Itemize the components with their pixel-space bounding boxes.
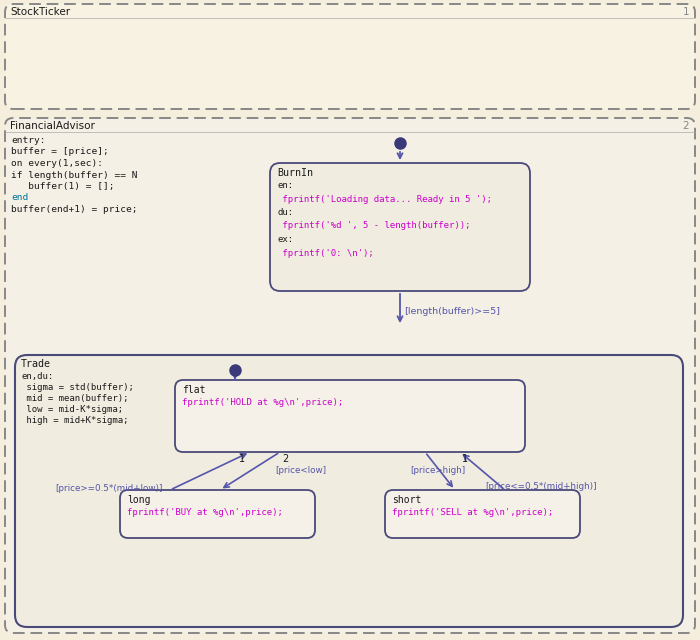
Text: BurnIn: BurnIn <box>277 168 313 178</box>
Text: 2: 2 <box>682 121 689 131</box>
Text: buffer = [price];: buffer = [price]; <box>11 147 109 157</box>
Text: en:: en: <box>277 181 293 190</box>
Text: [price<low]: [price<low] <box>275 466 326 475</box>
Text: [length(buffer)>=5]: [length(buffer)>=5] <box>404 307 500 316</box>
Text: fprintf('Loading data... Ready in 5 ');: fprintf('Loading data... Ready in 5 '); <box>277 195 492 204</box>
Text: fprintf('0: \n');: fprintf('0: \n'); <box>277 248 374 257</box>
Text: sigma = std(buffer);: sigma = std(buffer); <box>21 383 134 392</box>
Text: du:: du: <box>277 208 293 217</box>
Text: entry:: entry: <box>11 136 46 145</box>
Text: FinancialAdvisor: FinancialAdvisor <box>10 121 95 131</box>
FancyBboxPatch shape <box>385 490 580 538</box>
Text: 2: 2 <box>282 454 288 464</box>
Text: low = mid-K*sigma;: low = mid-K*sigma; <box>21 405 123 414</box>
FancyBboxPatch shape <box>175 380 525 452</box>
Text: buffer(end+1) = price;: buffer(end+1) = price; <box>11 205 137 214</box>
Text: fprintf('BUY at %g\n',price);: fprintf('BUY at %g\n',price); <box>127 508 283 517</box>
Text: high = mid+K*sigma;: high = mid+K*sigma; <box>21 416 129 425</box>
FancyBboxPatch shape <box>5 118 695 633</box>
Text: en,du:: en,du: <box>21 372 53 381</box>
Text: on every(1,sec):: on every(1,sec): <box>11 159 103 168</box>
FancyBboxPatch shape <box>120 490 315 538</box>
Text: flat: flat <box>182 385 206 395</box>
Text: [price>=0.5*(mid+low)]: [price>=0.5*(mid+low)] <box>55 484 162 493</box>
FancyBboxPatch shape <box>5 4 695 109</box>
Text: 1: 1 <box>462 454 468 464</box>
Text: fprintf('HOLD at %g\n',price);: fprintf('HOLD at %g\n',price); <box>182 398 343 407</box>
Text: 1: 1 <box>239 454 245 464</box>
Text: end: end <box>11 193 28 202</box>
Text: long: long <box>127 495 150 505</box>
Text: 1: 1 <box>682 7 689 17</box>
FancyBboxPatch shape <box>15 355 683 627</box>
Text: [price>high]: [price>high] <box>410 466 466 475</box>
Text: StockTicker: StockTicker <box>10 7 70 17</box>
Text: mid = mean(buffer);: mid = mean(buffer); <box>21 394 129 403</box>
Text: buffer(1) = [];: buffer(1) = []; <box>11 182 115 191</box>
FancyBboxPatch shape <box>270 163 530 291</box>
Text: [price<=0.5*(mid+high)]: [price<=0.5*(mid+high)] <box>485 482 596 491</box>
Text: short: short <box>392 495 421 505</box>
Text: ex:: ex: <box>277 235 293 244</box>
Text: fprintf('%d ', 5 - length(buffer));: fprintf('%d ', 5 - length(buffer)); <box>277 221 470 230</box>
Text: fprintf('SELL at %g\n',price);: fprintf('SELL at %g\n',price); <box>392 508 553 517</box>
Text: if length(buffer) == N: if length(buffer) == N <box>11 170 137 179</box>
Text: Trade: Trade <box>21 359 51 369</box>
